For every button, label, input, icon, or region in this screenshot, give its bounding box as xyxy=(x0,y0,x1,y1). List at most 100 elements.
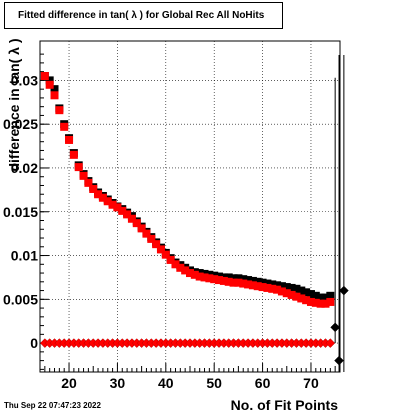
data-point-square xyxy=(176,263,185,272)
data-point-square xyxy=(65,135,74,144)
data-point-square xyxy=(326,291,335,300)
data-point-square xyxy=(152,240,161,249)
data-point-square xyxy=(239,279,248,288)
data-point-square xyxy=(253,277,262,286)
data-point-square xyxy=(316,293,325,302)
data-point-square xyxy=(229,278,238,287)
x-tick-label: 70 xyxy=(303,375,319,391)
plot-frame xyxy=(39,40,341,373)
y-tick-label: 0.03 xyxy=(11,72,38,88)
y-tick-label: 0.025 xyxy=(3,116,38,132)
data-point-square xyxy=(147,234,156,243)
data-point-square xyxy=(248,281,257,290)
data-point-square xyxy=(205,274,214,283)
data-point-square xyxy=(142,229,151,238)
data-point-square xyxy=(282,289,291,298)
data-point-square xyxy=(321,293,330,302)
data-point-square xyxy=(171,260,180,269)
data-point-square xyxy=(277,282,286,291)
data-point-square xyxy=(55,106,64,115)
data-point-square xyxy=(89,184,98,193)
data-point-diamond xyxy=(325,338,336,348)
data-point-square xyxy=(268,280,277,289)
data-point-square xyxy=(292,292,301,301)
data-point-square xyxy=(297,294,306,303)
data-point-square xyxy=(156,245,165,254)
y-tick-label: 0.02 xyxy=(11,160,38,176)
data-point-square xyxy=(98,193,107,202)
data-point-square xyxy=(113,203,122,212)
data-point-square xyxy=(273,281,282,290)
data-point-square xyxy=(219,276,228,285)
data-point-square xyxy=(263,279,272,288)
data-point-square xyxy=(224,273,233,282)
data-point-square xyxy=(244,280,253,289)
y-axis-label: difference in tan( λ ) xyxy=(6,38,22,172)
data-point-square xyxy=(161,250,170,259)
y-tick-label: 0.005 xyxy=(3,291,38,307)
x-tick-label: 60 xyxy=(255,375,271,391)
data-point-square xyxy=(321,299,330,308)
x-tick-label: 50 xyxy=(206,375,222,391)
chart-title-text: Fitted difference in tan( λ ) for Global… xyxy=(18,10,265,21)
data-point-square xyxy=(127,214,136,223)
grid-lines xyxy=(40,41,340,372)
data-point-square xyxy=(311,291,320,300)
data-point-square xyxy=(306,297,315,306)
data-point-square xyxy=(132,219,141,228)
y-tick-label: 0.015 xyxy=(3,204,38,220)
data-point-square xyxy=(166,255,175,264)
x-axis-label: No. of Fit Points xyxy=(230,397,338,413)
data-point-square xyxy=(234,278,243,287)
data-point-square xyxy=(282,283,291,292)
data-point-square xyxy=(263,283,272,292)
data-point-square xyxy=(302,288,311,297)
data-point-square xyxy=(103,197,112,206)
data-point-square xyxy=(292,284,301,293)
data-point-square xyxy=(239,275,248,284)
data-point-square xyxy=(229,274,238,283)
data-point-square xyxy=(326,297,335,306)
data-point-square xyxy=(137,224,146,233)
y-tick-label: 0 xyxy=(30,335,38,351)
data-point-square xyxy=(60,122,69,131)
y-tick-label: 0.01 xyxy=(11,248,38,264)
data-point-square xyxy=(297,286,306,295)
timestamp: Thu Sep 22 07:47:23 2022 xyxy=(4,401,101,410)
data-point-square xyxy=(234,274,243,283)
data-point-square xyxy=(287,290,296,299)
data-point-square xyxy=(84,178,93,187)
data-point-square xyxy=(123,210,132,219)
data-point-square xyxy=(215,276,224,285)
data-point-square xyxy=(311,298,320,307)
data-point-diamond xyxy=(334,355,344,366)
data-point-square xyxy=(244,276,253,285)
data-point-square xyxy=(118,206,127,215)
chart-title: Fitted difference in tan( λ ) for Global… xyxy=(4,2,283,29)
data-point-square xyxy=(40,72,49,81)
data-marks xyxy=(39,55,349,372)
data-point-square xyxy=(258,278,267,287)
data-point-square xyxy=(181,266,190,275)
data-point-square xyxy=(306,290,315,299)
data-point-square xyxy=(94,190,103,199)
data-point-square xyxy=(190,270,199,279)
data-point-square xyxy=(69,150,78,159)
data-point-square xyxy=(316,299,325,308)
data-point-square xyxy=(268,284,277,293)
data-point-square xyxy=(50,91,59,100)
data-point-square xyxy=(253,282,262,291)
data-point-square xyxy=(273,285,282,294)
data-point-square xyxy=(45,80,54,89)
data-point-square xyxy=(277,287,286,296)
data-point-square xyxy=(74,163,83,172)
data-point-square xyxy=(287,283,296,292)
x-tick-label: 30 xyxy=(110,375,126,391)
x-tick-label: 20 xyxy=(61,375,77,391)
data-point-square xyxy=(224,277,233,286)
data-point-square xyxy=(186,269,194,278)
data-point-square xyxy=(200,273,209,282)
data-point-square xyxy=(302,296,311,305)
x-tick-label: 40 xyxy=(158,375,174,391)
